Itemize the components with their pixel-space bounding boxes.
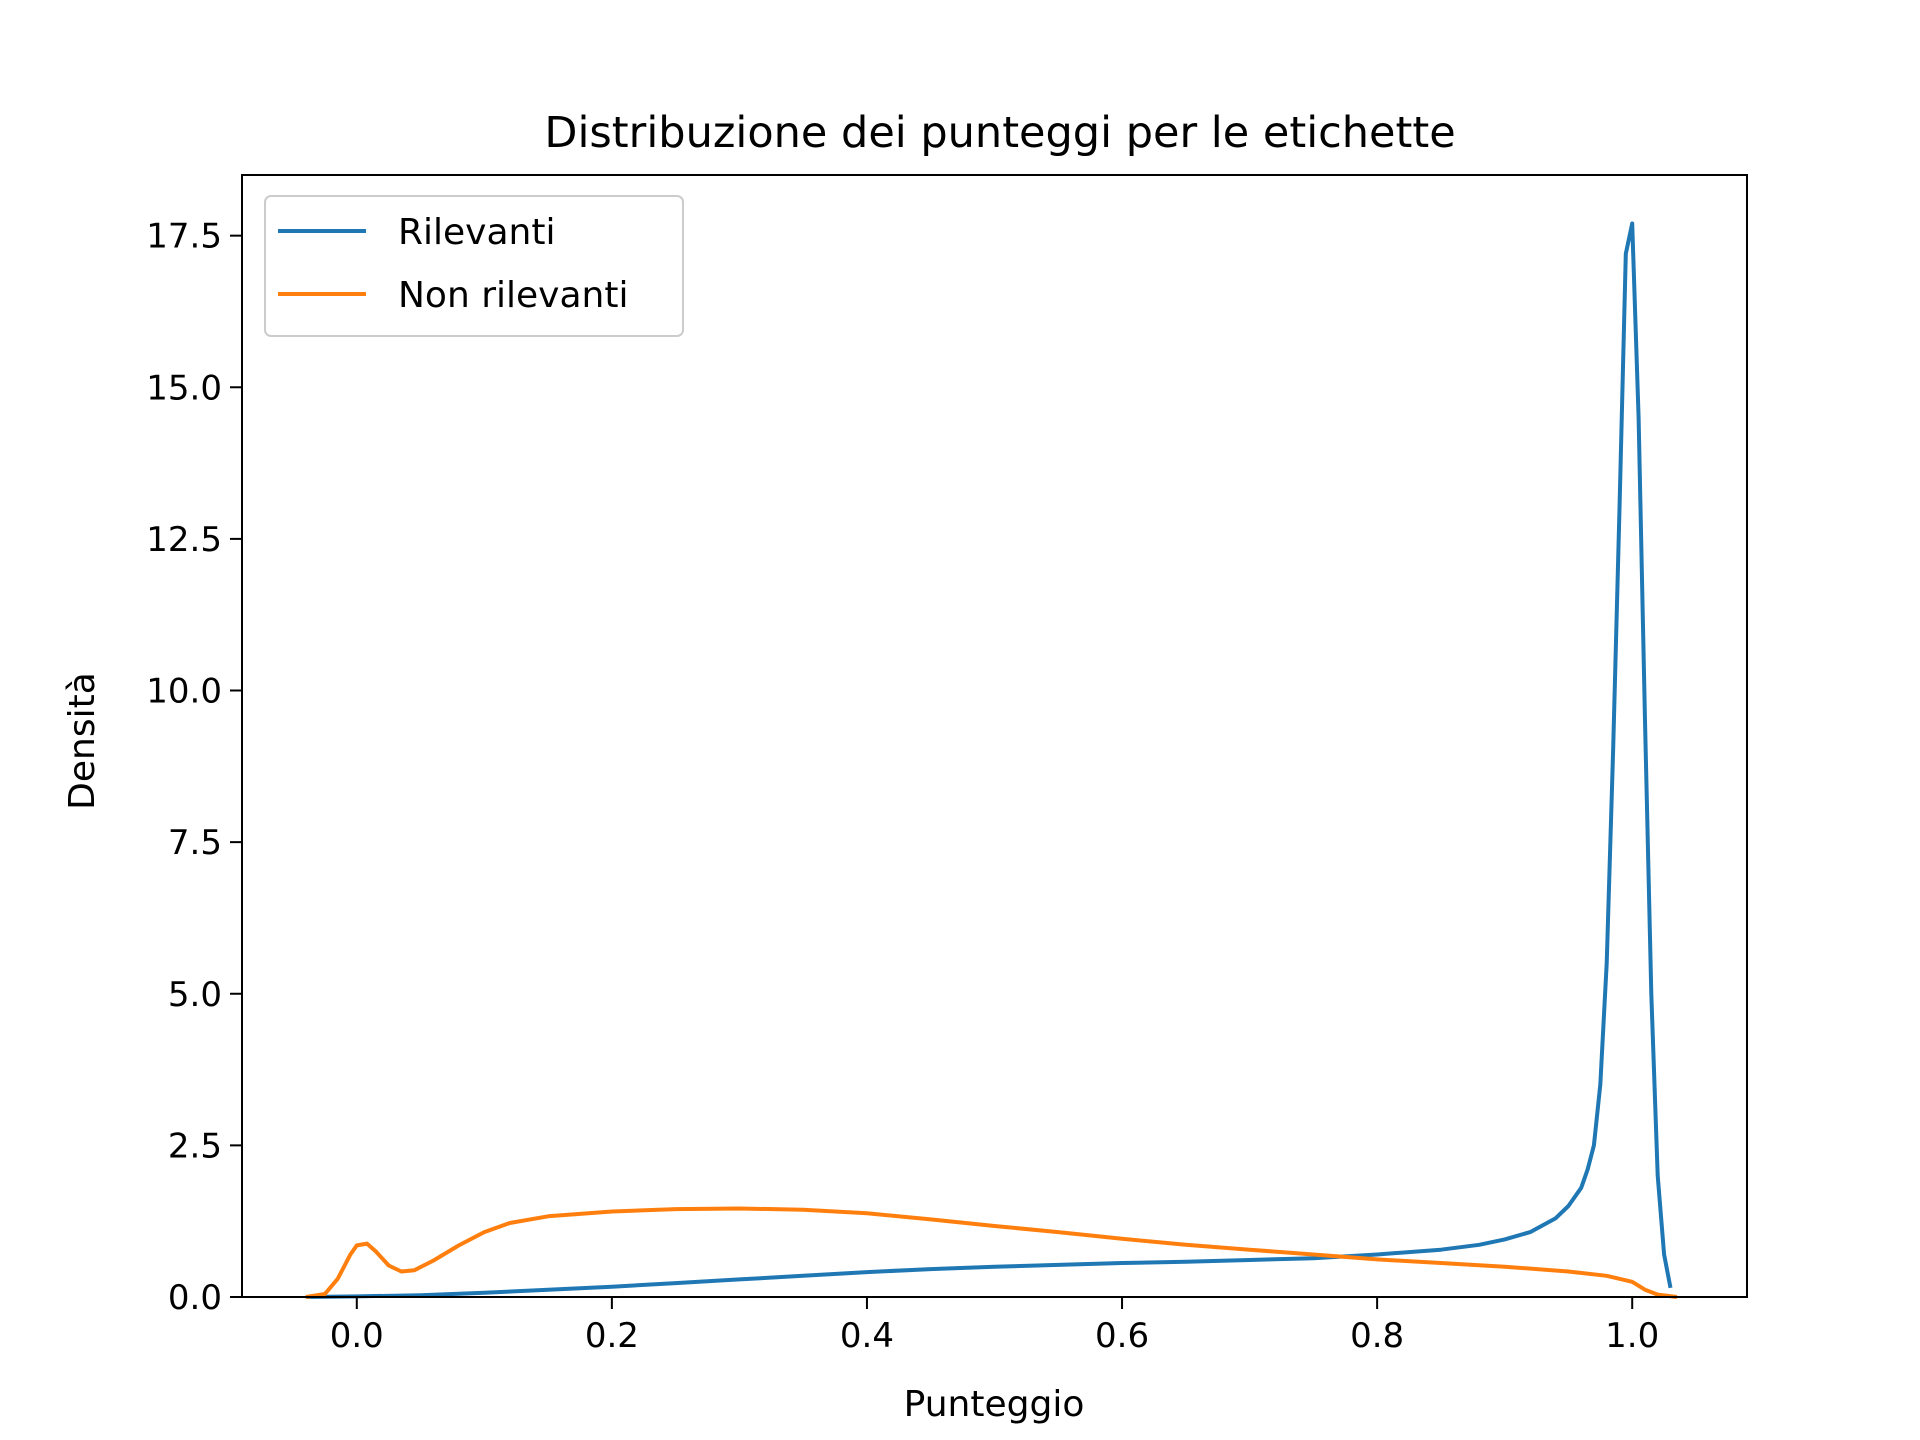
y-tick-label: 17.5: [146, 217, 222, 257]
y-axis: 0.0 2.5 5.0 7.5 10.0 12.5 15.0 17.5: [146, 217, 242, 1318]
y-tick-label: 2.5: [168, 1126, 222, 1166]
chart-title: Distribuzione dei punteggi per le etiche…: [544, 108, 1455, 158]
y-tick-label: 7.5: [168, 823, 222, 863]
legend-box: [264, 195, 684, 337]
x-axis: 0.0 0.2 0.4 0.6 0.8 1.0: [330, 1297, 1659, 1356]
y-tick-label: 12.5: [146, 520, 222, 560]
y-tick-label: 5.0: [168, 975, 222, 1015]
legend: Rilevanti Non rilevanti: [264, 195, 684, 337]
y-tick-label: 10.0: [146, 672, 222, 712]
legend-label-non-rilevanti: Non rilevanti: [398, 275, 628, 316]
x-tick-label: 0.4: [840, 1316, 894, 1356]
x-tick-label: 0.6: [1095, 1316, 1149, 1356]
plot-frame: [241, 174, 1748, 1298]
legend-label-rilevanti: Rilevanti: [398, 212, 555, 253]
x-tick-label: 0.2: [585, 1316, 639, 1356]
y-axis-label: Densità: [62, 672, 103, 810]
y-tick-label: 15.0: [146, 368, 222, 408]
series-line-rilevanti: [305, 221, 1673, 1299]
y-tick-label: 0.0: [168, 1278, 222, 1318]
series-line-non-rilevanti: [305, 1206, 1678, 1299]
x-tick-label: 0.8: [1350, 1316, 1404, 1356]
x-axis-label: Punteggio: [904, 1384, 1085, 1425]
plot-lines: [305, 221, 1678, 1299]
x-tick-label: 1.0: [1605, 1316, 1659, 1356]
x-tick-label: 0.0: [330, 1316, 384, 1356]
